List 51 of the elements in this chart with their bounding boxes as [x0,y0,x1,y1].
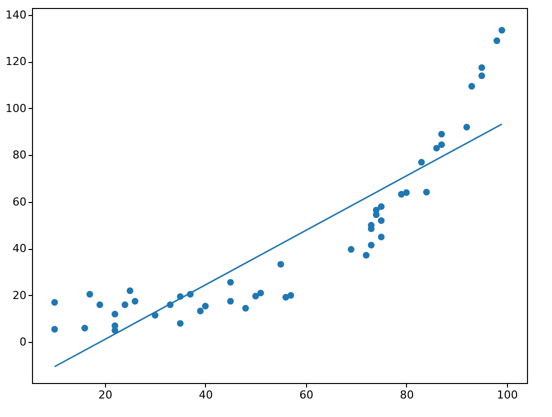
point [438,130,445,138]
point [227,298,234,305]
y-tick-label: 140 [6,8,26,22]
point [372,206,380,214]
y-tick-label: 120 [6,55,26,68]
point [132,298,138,305]
point [112,310,118,318]
y-tick-label: 60 [12,195,26,208]
point [438,141,445,148]
point [348,246,354,253]
point [478,64,486,71]
point [126,287,134,294]
point [51,326,58,333]
point [362,252,370,259]
point [423,188,430,196]
x-tick-label: 60 [299,388,314,402]
point [287,292,294,299]
point [433,144,440,152]
point [463,124,470,131]
point [478,72,486,80]
point [378,203,385,210]
point [378,234,385,240]
x-tick-label: 20 [98,388,112,402]
point [86,290,94,298]
y-tick-label: 80 [12,148,26,162]
x-tick-label: 80 [400,388,414,402]
point [493,37,500,44]
point [96,301,104,308]
point [257,290,264,296]
point [403,189,410,196]
y-tick-label: 100 [6,102,26,115]
point [242,304,249,312]
y-tick-label: 20 [12,288,26,302]
point [51,299,58,306]
point [202,302,209,310]
point [252,292,259,300]
x-tick-label: 40 [198,388,213,402]
point [277,260,284,268]
point [378,217,385,224]
point [122,301,128,308]
point [418,158,425,166]
y-tick-label: 0 [20,336,26,349]
point [468,82,476,90]
point [368,242,375,248]
point [176,320,184,327]
point [498,26,506,34]
point [196,308,204,314]
y-tick-label: 40 [12,242,26,256]
point [81,324,88,332]
point [227,278,234,286]
x-tick-label: 100 [496,388,518,402]
